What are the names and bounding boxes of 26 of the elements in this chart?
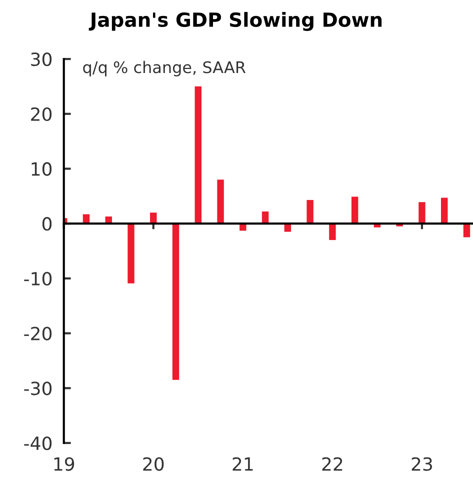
x-tick-label: 21 [232, 457, 253, 471]
bar [128, 224, 134, 284]
x-tick-label: 22 [322, 457, 342, 471]
bar [217, 180, 224, 224]
bar [306, 200, 314, 224]
bar [240, 224, 246, 231]
bar [418, 202, 426, 224]
y-axis-title: q/q % change, SAAR [83, 60, 246, 76]
x-tick-label: 20 [143, 457, 164, 471]
y-tick-label: -30 [24, 382, 52, 396]
bar [172, 224, 180, 380]
y-tick-label: 20 [31, 107, 52, 121]
y-tick-label: 0 [42, 217, 52, 231]
bar [329, 224, 336, 240]
bar [463, 224, 470, 238]
x-tick-label: 23 [412, 457, 432, 471]
x-tick-label: 19 [54, 457, 74, 471]
bar [351, 196, 358, 224]
y-tick-label: -20 [24, 326, 52, 340]
y-tick-label: -10 [24, 272, 52, 286]
y-tick-label: 10 [32, 162, 52, 176]
y-tick-label: -40 [24, 436, 52, 450]
chart-title: Japan's GDP Slowing Down [88, 12, 382, 31]
bar [194, 86, 202, 224]
bar [440, 198, 448, 224]
y-tick-label: 30 [31, 52, 52, 66]
